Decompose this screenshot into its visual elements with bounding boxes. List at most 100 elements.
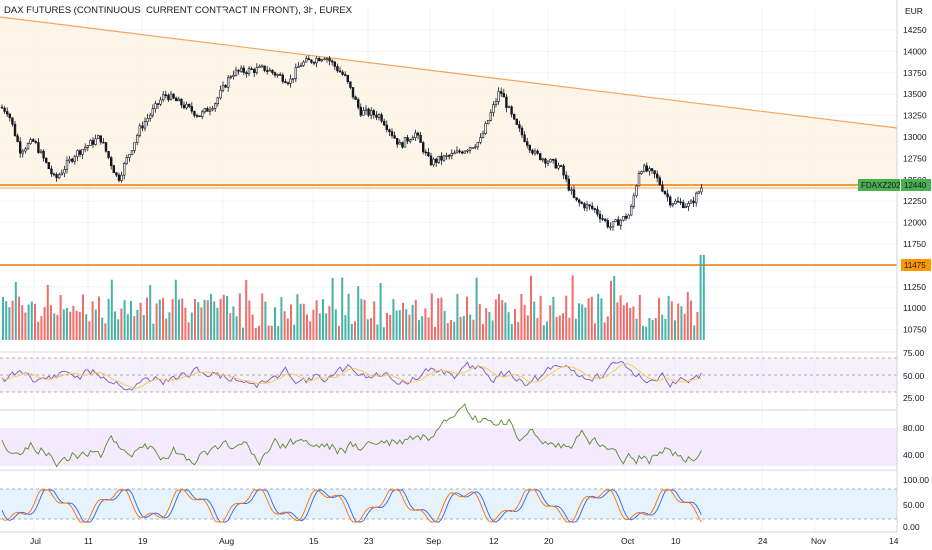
- candle-body: [697, 191, 701, 194]
- volume-bar: [66, 308, 68, 340]
- candle-body: [614, 219, 617, 222]
- volume-bar: [350, 324, 353, 340]
- candle-body: [258, 66, 261, 68]
- candle-body: [221, 84, 225, 91]
- volume-bar: [248, 300, 251, 340]
- candle-body: [13, 123, 17, 137]
- candle-body: [117, 174, 121, 181]
- candle-body: [692, 200, 695, 204]
- candle-body: [434, 158, 438, 163]
- candle-body: [450, 152, 453, 156]
- currency-label: EUR: [905, 6, 923, 16]
- rsi-ma-line: [1, 362, 702, 389]
- volume-bar: [315, 300, 318, 340]
- candle-body: [375, 114, 378, 118]
- candle-body: [123, 163, 126, 176]
- candle-body: [65, 160, 69, 170]
- volume-bar: [338, 325, 340, 340]
- volume-bar: [114, 311, 116, 340]
- candle-body: [440, 155, 443, 161]
- candle-body: [549, 158, 552, 163]
- price-tick-label: 11750: [903, 239, 926, 249]
- candle-body: [73, 156, 77, 162]
- candle-body: [169, 93, 173, 101]
- candle-body: [684, 206, 688, 208]
- volume-bars: [2, 255, 705, 340]
- volume-bar: [610, 280, 612, 340]
- candle-body: [289, 78, 292, 84]
- candle-body: [216, 97, 219, 104]
- candle-body: [273, 72, 277, 76]
- candle-body: [546, 161, 550, 164]
- candle-body: [154, 103, 157, 109]
- candle-body: [346, 75, 349, 83]
- candle-body: [700, 187, 703, 193]
- candle-body: [188, 103, 191, 107]
- candle-body: [237, 69, 240, 72]
- time-tick-label: 11: [84, 536, 93, 546]
- candle-body: [84, 147, 87, 150]
- candle-body: [668, 196, 672, 206]
- volume-bar: [235, 316, 238, 340]
- candle-body: [349, 81, 352, 88]
- candle-body: [468, 147, 472, 151]
- volume-bar: [443, 310, 446, 340]
- candle-body: [325, 58, 329, 60]
- volume-bar: [146, 297, 148, 340]
- volume-bar: [594, 323, 596, 340]
- candle-body: [484, 123, 487, 134]
- volume-bar: [488, 311, 491, 340]
- candle-body: [136, 135, 139, 143]
- volume-bar: [78, 311, 81, 340]
- candle-body: [525, 141, 529, 146]
- volume-bar: [571, 275, 574, 340]
- candle-body: [336, 66, 339, 72]
- candle-body: [291, 78, 295, 80]
- candle-body: [570, 189, 573, 191]
- volume-bar: [213, 301, 216, 340]
- volume-bar: [587, 298, 590, 340]
- volume-bar: [254, 327, 257, 340]
- volume-bar: [267, 325, 270, 340]
- candle-body: [676, 200, 680, 203]
- symbol-tag-label: FDAXZ2022: [861, 181, 906, 190]
- time-tick-label: 19: [138, 536, 148, 546]
- volume-bar: [622, 305, 625, 340]
- volume-bar: [546, 321, 548, 340]
- candle-body: [520, 127, 524, 136]
- candle-body: [185, 103, 188, 109]
- volume-bar: [485, 308, 488, 340]
- volume-bar: [312, 309, 315, 340]
- candle-body: [583, 203, 586, 209]
- candle-body: [466, 150, 469, 152]
- candle-body: [650, 168, 654, 171]
- candle-body: [455, 150, 459, 154]
- volume-bar: [507, 312, 510, 340]
- candle-body: [369, 110, 373, 116]
- candle-body: [299, 65, 303, 67]
- candle-body: [42, 150, 45, 159]
- candle-body: [315, 58, 318, 64]
- candle-body: [544, 158, 547, 164]
- candle-body: [219, 89, 222, 99]
- candle-body: [250, 68, 253, 71]
- candle-body: [432, 158, 435, 166]
- candle-body: [377, 114, 381, 118]
- candle-body: [427, 151, 430, 157]
- time-tick-label: 15: [309, 536, 319, 546]
- price-tick-label: 11000: [903, 303, 926, 313]
- candle-body: [156, 103, 160, 105]
- price-tick-label: 12250: [903, 196, 927, 206]
- volume-bar: [242, 327, 244, 340]
- triangle-zone: [0, 18, 897, 186]
- volume-bar: [501, 300, 504, 340]
- candle-body: [385, 124, 388, 130]
- candle-body: [616, 219, 620, 226]
- stoch-tick-label: 50.00: [903, 500, 925, 510]
- candle-body: [567, 178, 571, 191]
- volume-bar: [133, 316, 136, 340]
- volume-bar: [693, 325, 696, 340]
- volume-bar: [101, 317, 104, 340]
- candle-body: [3, 107, 6, 112]
